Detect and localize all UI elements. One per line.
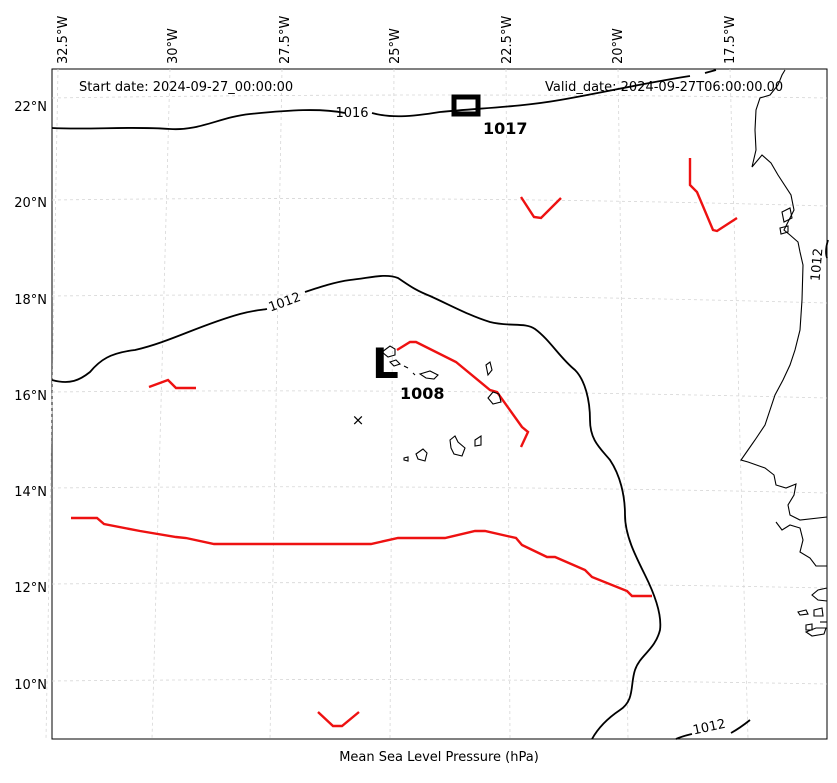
bijagos-2 <box>813 607 824 617</box>
coast-islet <box>779 225 789 235</box>
latitude-ticks: 22°N 20°N 18°N 16°N 14°N 12°N 10°N <box>14 100 47 693</box>
trough-north-east <box>688 158 738 233</box>
coast-gambia <box>775 521 827 567</box>
lon-tick-17-5: 17.5°W <box>723 16 738 64</box>
map-frame <box>51 68 828 740</box>
african-coastline <box>740 69 828 637</box>
lat-tick-12: 12°N <box>14 581 47 596</box>
high-center-box-icon <box>451 94 481 117</box>
grid-lat-22 <box>51 94 828 99</box>
grid-lat-16 <box>51 390 828 399</box>
bijagos-4 <box>804 627 827 637</box>
start-date-label: Start date: 2024-09-27_00:00:00 <box>79 80 293 95</box>
troughs <box>71 158 738 728</box>
coast-guinea-bissau <box>811 587 828 602</box>
island-boa-vista <box>487 391 502 405</box>
high-center-value: 1017 <box>483 119 528 138</box>
lon-tick-22-5: 22.5°W <box>500 16 515 64</box>
lon-tick-32-5: 32.5°W <box>56 16 71 64</box>
map-caption: Mean Sea Level Pressure (hPa) <box>339 750 539 765</box>
grid-lon-32-5 <box>45 68 59 740</box>
grid-lon-17-5 <box>729 68 749 740</box>
contour-label-1012-south: 1012 <box>692 717 727 739</box>
isobar-1012-east <box>825 239 829 259</box>
island-santiago <box>449 435 466 457</box>
trough-west <box>148 378 196 390</box>
lat-tick-22: 22°N <box>14 100 47 115</box>
trough-north-central <box>519 196 562 220</box>
island-santo-antao <box>381 345 396 358</box>
island-santa-luzia <box>403 365 409 369</box>
trough-central <box>396 340 530 448</box>
longitude-ticks: 32.5°W 30°W 27.5°W 25°W 22.5°W 20°W 17.5… <box>56 16 738 64</box>
lon-tick-25: 25°W <box>388 28 403 64</box>
low-pressure-center: L 1008 <box>372 339 445 403</box>
island-sao-vicente <box>388 359 402 367</box>
bijagos-1 <box>797 609 809 616</box>
grid-lon-27-5 <box>269 68 283 740</box>
valid-date-label: Valid_date: 2024-09-27T06:00:00.00 <box>545 80 783 95</box>
storm-position-x-icon: × <box>352 411 365 429</box>
lat-tick-14: 14°N <box>14 485 47 500</box>
grid-lat-18 <box>51 294 828 304</box>
contour-label-1012-east: 1012 <box>809 248 827 282</box>
grid-lat-14 <box>51 486 828 494</box>
trough-southern <box>71 516 652 598</box>
lat-tick-18: 18°N <box>14 293 47 308</box>
island-sal <box>485 361 493 377</box>
grid-lat-10 <box>51 679 828 685</box>
lat-tick-16: 16°N <box>14 389 47 404</box>
low-center-symbol: L <box>372 339 399 388</box>
isobars <box>51 69 829 740</box>
islet <box>412 372 416 376</box>
island-fogo <box>415 448 428 462</box>
grid-lat-20 <box>51 198 828 207</box>
island-sao-nicolau <box>418 370 439 380</box>
isobar-1012-south-east <box>730 719 751 734</box>
cape-verde-islands <box>381 345 502 462</box>
grid-lon-30 <box>151 68 171 740</box>
trough-south <box>317 711 360 728</box>
island-maio <box>474 434 482 447</box>
graticule <box>45 68 828 740</box>
isobar-1012-south <box>675 733 693 740</box>
coast-mauritania-senegal <box>740 69 828 521</box>
isobar-1016 <box>51 69 717 131</box>
lat-tick-20: 20°N <box>14 196 47 211</box>
grid-lon-22-5 <box>505 68 511 740</box>
island-brava <box>403 456 409 462</box>
lon-tick-30: 30°W <box>166 28 181 64</box>
cap-blanc <box>781 207 793 223</box>
lat-tick-10: 10°N <box>14 678 47 693</box>
grid-lat-12 <box>51 582 828 589</box>
high-pressure-center: 1017 <box>451 94 528 138</box>
isobar-1012-main <box>51 275 662 740</box>
grid-lon-25 <box>389 68 395 740</box>
contour-label-1016: 1016 <box>335 106 368 121</box>
grid-lon-20 <box>617 68 629 740</box>
lon-tick-27-5: 27.5°W <box>278 16 293 64</box>
low-center-value: 1008 <box>400 384 445 403</box>
lon-tick-20: 20°W <box>611 28 626 64</box>
